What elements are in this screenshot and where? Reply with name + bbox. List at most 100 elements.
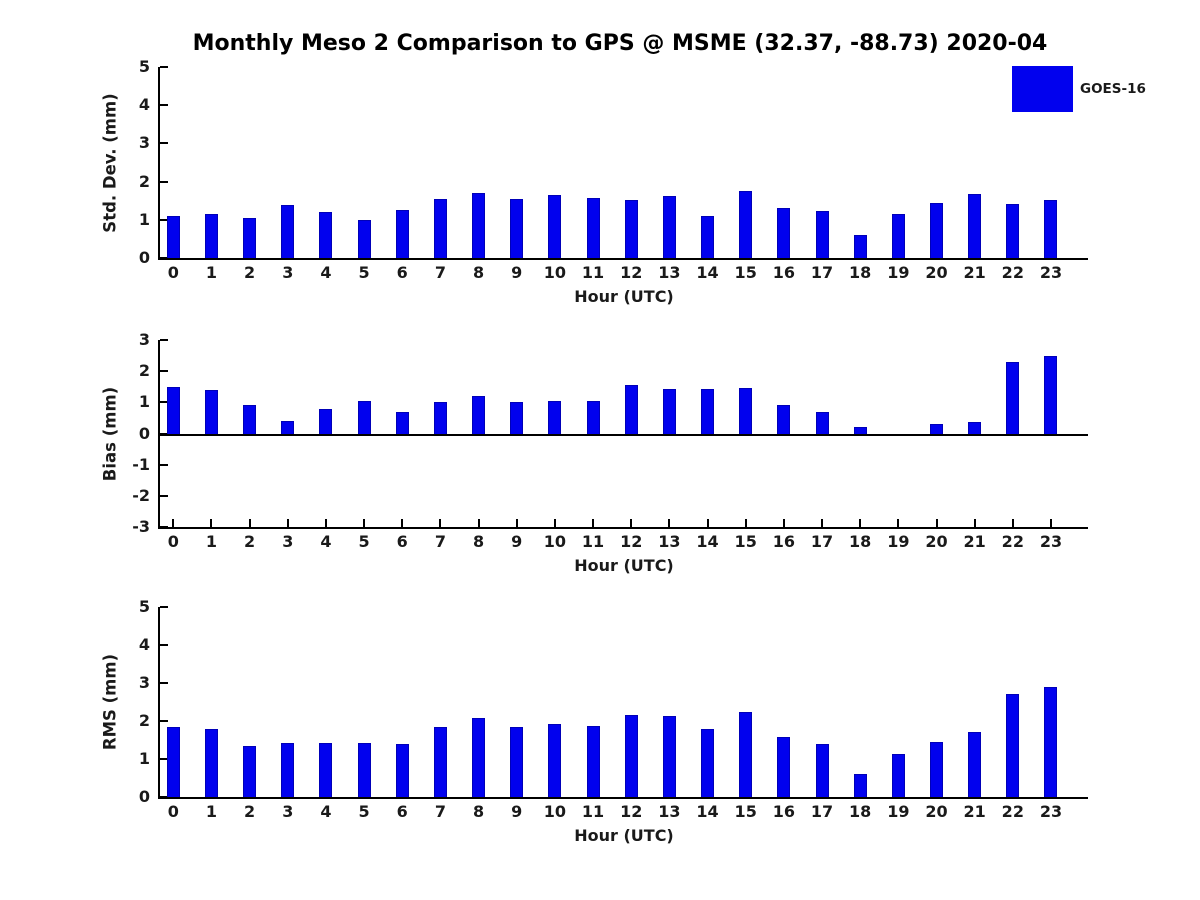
x-tick-label: 19 [887,802,910,821]
x-tick [553,519,556,527]
x-tick-label: 9 [511,532,523,551]
y-tick-label: 1 [138,749,150,768]
x-tick-label: 6 [396,532,408,551]
y-tick-label: 0 [138,423,150,443]
x-tick-label: 21 [963,263,986,282]
y-tick-label: 5 [138,597,150,616]
bar-hour-10 [548,724,562,797]
x-tick [363,519,366,527]
y-tick-label: -3 [132,517,150,536]
bar-hour-3 [281,204,295,258]
x-tick-label: 22 [1001,802,1024,821]
x-tick-label: 10 [543,263,567,282]
x-tick-label: 7 [434,263,446,282]
x-tick-label: 5 [358,802,370,821]
y-tick-label: 0 [138,248,150,267]
x-tick-label: 11 [581,532,605,551]
x-tick-label: 13 [658,802,681,821]
bar-hour-20 [930,741,943,797]
x-tick-label: 3 [282,802,294,821]
bar-hour-8 [472,193,486,258]
bar-hour-16 [777,736,791,797]
x-tick-label: 12 [620,263,643,282]
y-tick-label: 5 [138,57,150,76]
x-tick-labels: 0 1 2 3 4 5 6 7 8 9 10 11 12 13 14 15 16 17 18 19 20 21 22 23 [160,527,1088,551]
x-tick-label: 5 [358,263,370,282]
x-tick-label: 13 [658,532,681,551]
y-axis-spine [158,340,160,529]
bar-hour-13 [662,716,676,797]
bar-hour-12 [624,385,638,434]
x-axis-label: Hour (UTC) [574,287,674,306]
zero-baseline [160,433,1088,436]
bar-hour-13 [662,389,676,434]
x-tick-label: 7 [434,532,446,551]
x-tick-label: 22 [1001,263,1024,282]
bar-hour-3 [281,421,295,434]
x-tick [744,519,747,527]
bar-hour-19 [891,214,905,258]
bar-hour-15 [739,711,753,797]
x-tick-label: 1 [205,263,218,282]
bar-hour-14 [701,215,715,258]
x-tick-label: 1 [205,532,218,551]
x-tick [477,519,480,527]
x-tick-label: 19 [887,263,910,282]
x-tick-label: 6 [396,802,408,821]
x-tick-label: 20 [925,532,948,551]
x-tick-label: 17 [810,802,834,821]
x-tick-label: 21 [963,802,986,821]
y-axis-label: RMS (mm) [100,653,120,751]
bar-hour-20 [930,202,943,258]
bar-hour-7 [433,726,447,797]
legend: GOES-16 [1012,66,1146,112]
x-axis-label: Hour (UTC) [574,826,674,845]
x-tick-label: 18 [849,802,872,821]
x-tick-label: 8 [473,532,485,551]
y-tick [160,526,168,528]
y-tick [160,104,168,107]
x-tick-labels: 0 1 2 3 4 5 6 7 8 9 10 11 12 13 14 15 16 17 18 19 20 21 22 23 [160,258,1088,282]
plot-area: -3 -2 -1 0 1 2 3 [132,331,1088,536]
bar-hour-14 [701,729,715,797]
bar-hour-11 [586,400,600,434]
x-tick-label: 21 [963,532,986,551]
bar-hour-3 [281,743,295,797]
x-tick-label: 11 [581,802,605,821]
bar-hour-21 [968,193,982,258]
x-tick [668,519,671,527]
x-tick-label: 10 [543,532,567,551]
x-tick [248,519,251,527]
bar-hour-5 [357,219,371,258]
bar-hour-1 [204,728,218,797]
bar-hour-17 [815,411,829,434]
bar-hour-17 [815,210,829,258]
x-tick-label: 4 [320,802,332,821]
y-tick-label: 3 [138,133,150,153]
x-tick-label: 13 [658,263,681,282]
x-axis-spine [158,258,1088,260]
bar-hour-23 [1044,199,1058,258]
y-tick [160,682,168,684]
x-tick-label: 8 [473,802,485,821]
x-tick [401,519,404,527]
x-tick-label: 11 [581,263,605,282]
bar-hour-11 [586,725,600,797]
x-tick [706,519,709,527]
bar-hour-4 [319,408,333,434]
y-tick [160,257,168,259]
y-tick [160,494,168,497]
x-tick-label: 9 [511,263,523,282]
bar-hour-13 [662,195,676,258]
x-tick-label: 12 [620,802,643,821]
bar-hour-22 [1006,203,1020,258]
bar-hour-5 [357,400,371,434]
bar-hour-8 [472,396,486,434]
x-tick-label: 0 [167,802,179,821]
x-tick [324,519,327,527]
y-tick [160,142,168,145]
legend-swatch-goes-16 [1012,66,1073,112]
x-tick-label: 1 [205,802,218,821]
